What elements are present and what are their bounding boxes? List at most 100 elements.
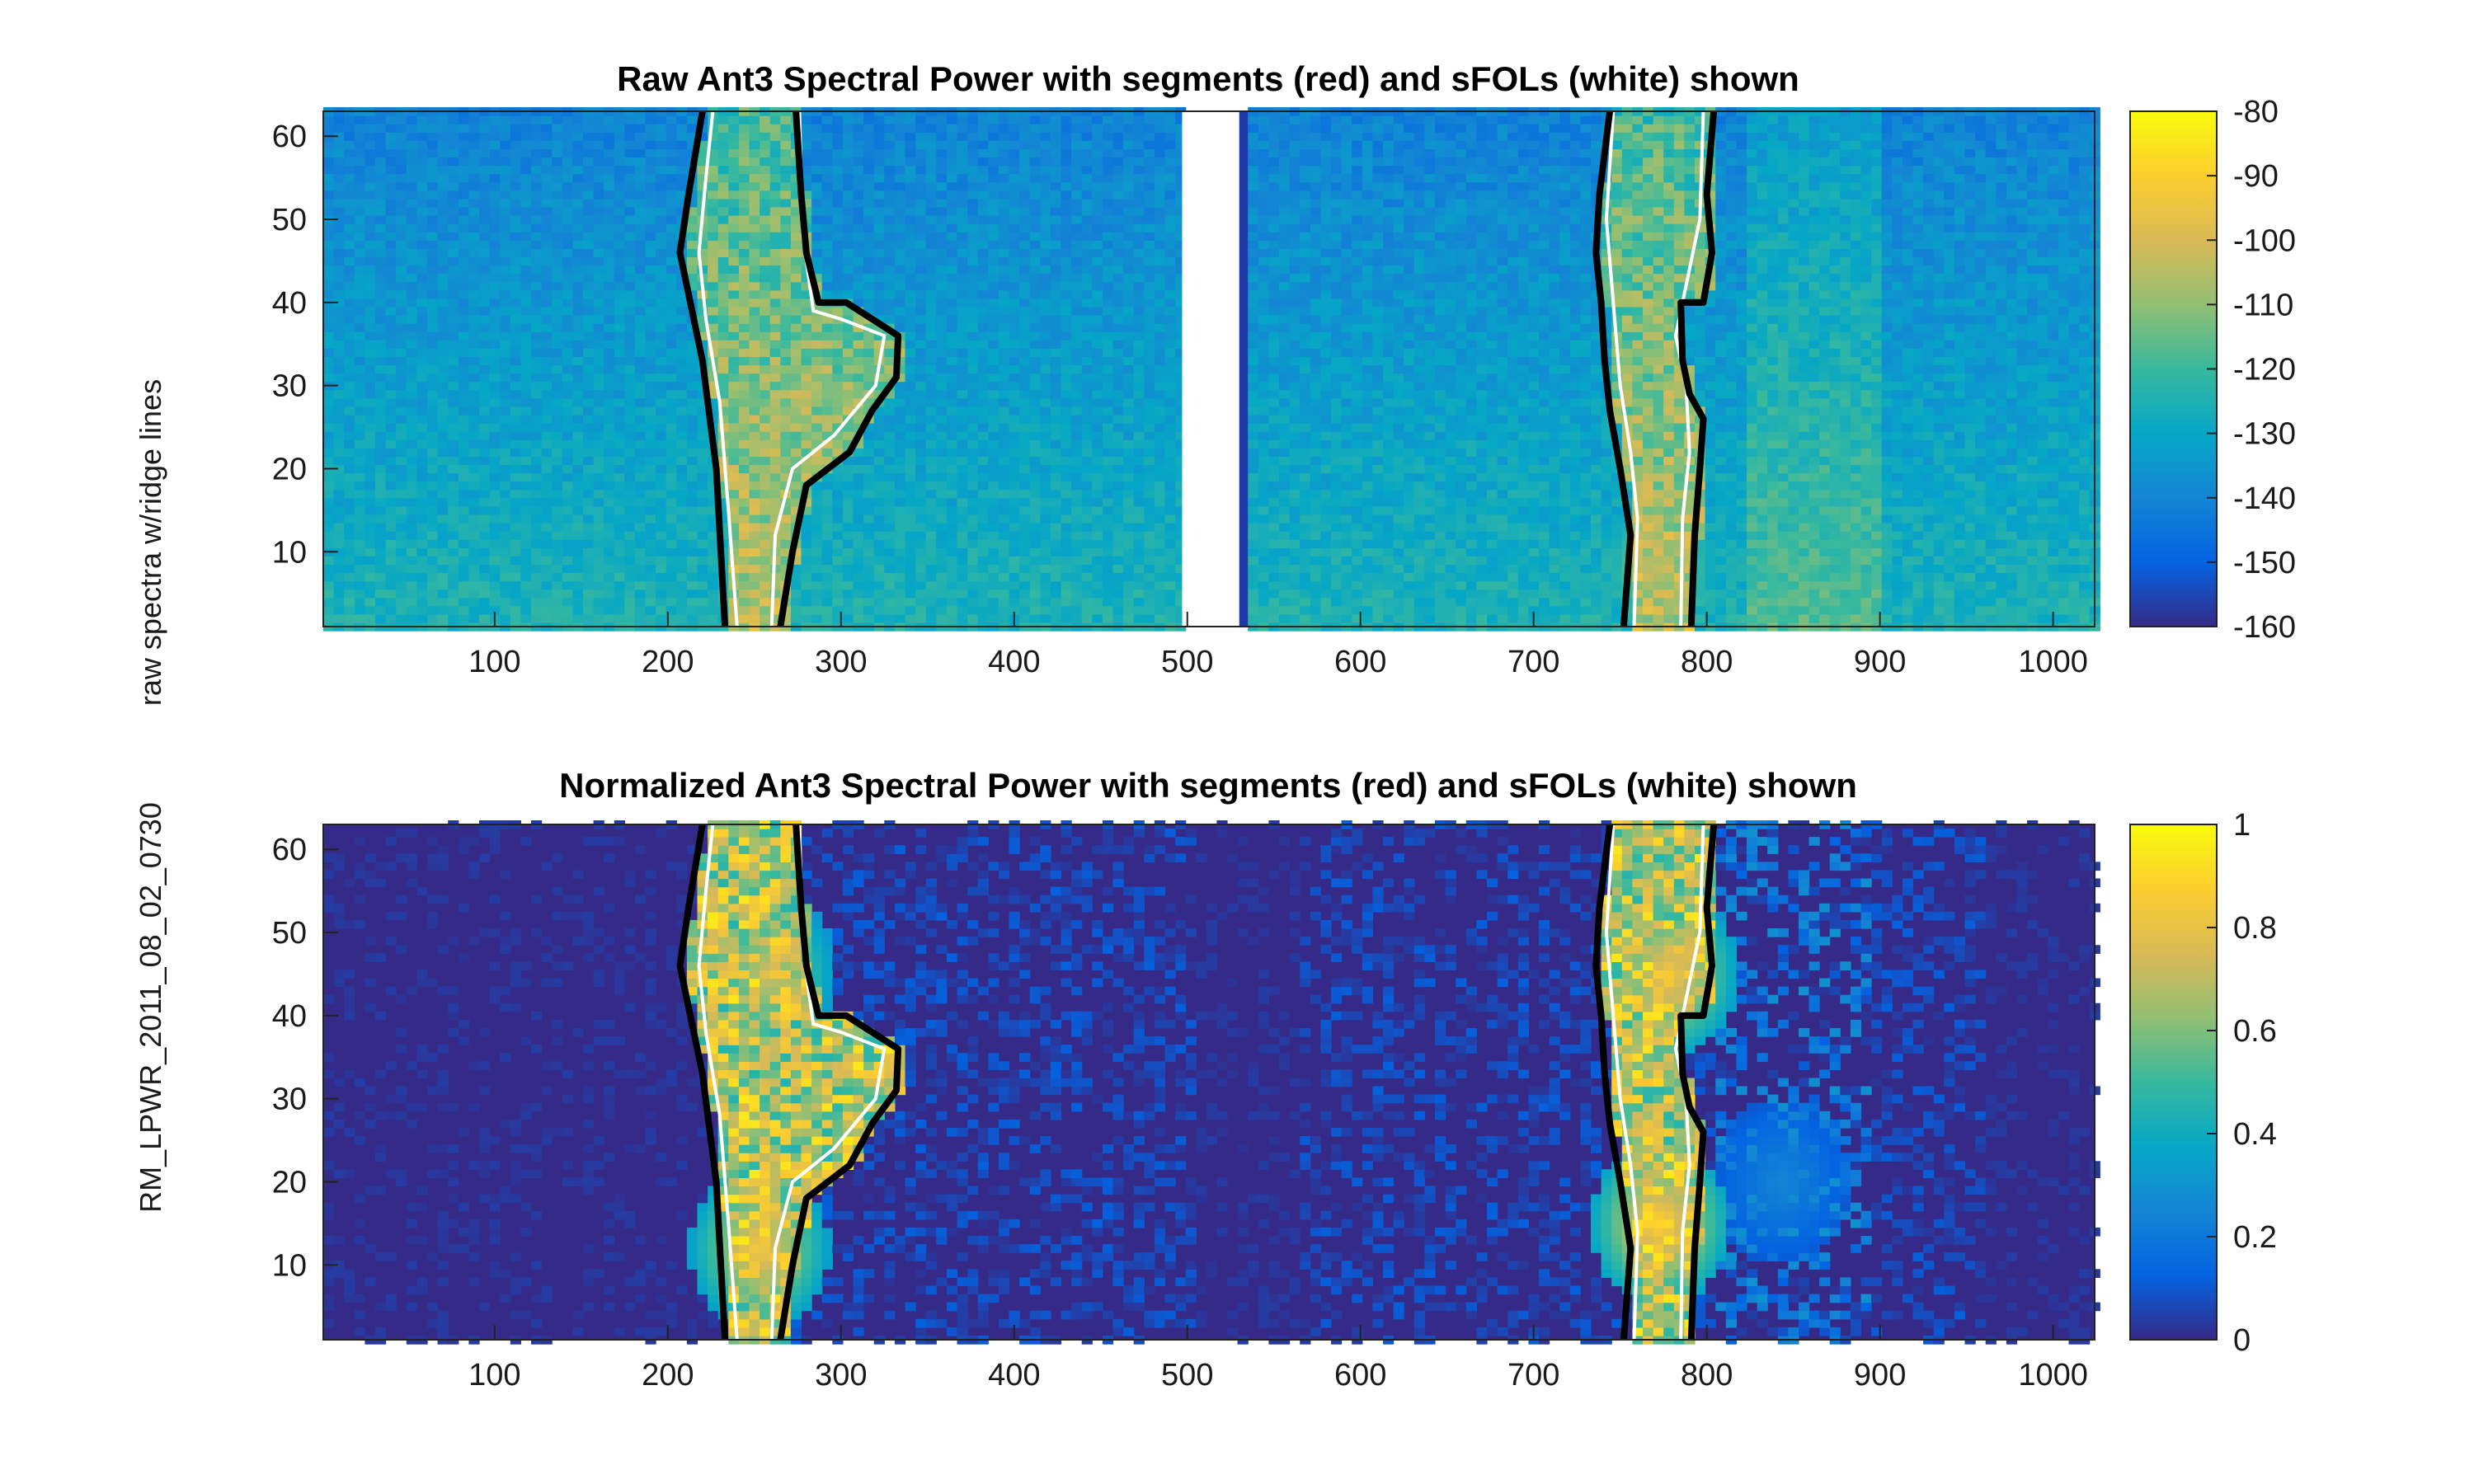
heatmap-cell xyxy=(1300,505,1311,515)
heatmap-cell xyxy=(1019,431,1031,440)
heatmap-cell xyxy=(915,472,927,482)
heatmap-cell xyxy=(708,539,719,548)
heatmap-cell xyxy=(604,431,615,440)
heatmap-cell xyxy=(738,448,750,457)
heatmap-cell xyxy=(1860,439,1872,448)
heatmap-cell xyxy=(416,589,428,599)
heatmap-cell xyxy=(406,397,417,407)
heatmap-cell xyxy=(1695,580,1706,590)
heatmap-cell xyxy=(1424,497,1436,507)
heatmap-cell xyxy=(1092,497,1103,507)
heatmap-cell xyxy=(1933,464,1945,474)
heatmap-cell xyxy=(1528,406,1540,416)
heatmap-cell xyxy=(1258,556,1269,565)
heatmap-cell xyxy=(2016,597,2028,607)
heatmap-cell xyxy=(1933,589,1945,599)
heatmap-cell xyxy=(416,505,428,515)
heatmap-cell xyxy=(427,423,439,432)
heatmap-cell xyxy=(1465,406,1477,416)
heatmap-cell xyxy=(1902,572,1914,582)
heatmap-cell xyxy=(1300,531,1311,540)
heatmap-cell xyxy=(1829,572,1841,582)
heatmap-cell xyxy=(1881,397,1893,407)
heatmap-cell xyxy=(645,539,656,548)
heatmap-cell xyxy=(2006,481,2018,491)
heatmap-cell xyxy=(406,406,417,416)
heatmap-cell xyxy=(1009,505,1020,515)
heatmap-cell xyxy=(333,613,345,623)
heatmap-cell xyxy=(1539,613,1550,623)
heatmap-cell xyxy=(1320,523,1332,532)
heatmap-cell xyxy=(1871,423,1883,432)
heatmap-cell xyxy=(1850,397,1862,407)
heatmap-cell xyxy=(1569,539,1581,548)
heatmap-cell xyxy=(1372,564,1384,574)
heatmap-cell xyxy=(1850,406,1862,416)
heatmap-cell xyxy=(333,373,345,383)
heatmap-cell xyxy=(1040,547,1051,556)
heatmap-cell xyxy=(1684,564,1696,574)
heatmap-cell xyxy=(801,397,812,407)
heatmap-cell xyxy=(936,523,948,532)
heatmap-cell xyxy=(572,580,584,590)
heatmap-cell xyxy=(1985,448,1997,457)
heatmap-cell xyxy=(821,414,833,424)
heatmap-cell xyxy=(1081,531,1093,540)
heatmap-cell xyxy=(1933,531,1945,540)
heatmap-cell xyxy=(2037,589,2048,599)
heatmap-cell xyxy=(1601,531,1612,540)
heatmap-cell xyxy=(1102,523,1114,532)
heatmap-cell xyxy=(2006,531,2018,540)
heatmap-cell xyxy=(1840,613,1851,623)
heatmap-cell xyxy=(333,605,345,615)
heatmap-cell xyxy=(1144,414,1155,424)
heatmap-cell xyxy=(1736,423,1747,432)
heatmap-cell xyxy=(1164,556,1176,565)
heatmap-cell xyxy=(1528,505,1540,515)
heatmap-cell xyxy=(344,572,355,582)
heatmap-cell xyxy=(1912,464,1924,474)
heatmap-cell xyxy=(437,431,449,440)
heatmap-cell xyxy=(780,456,792,465)
heatmap-cell xyxy=(1850,597,1862,607)
heatmap-cell xyxy=(1996,414,2007,424)
heatmap-cell xyxy=(1092,414,1103,424)
heatmap-cell xyxy=(1071,414,1083,424)
heatmap-cell xyxy=(1912,613,1924,623)
heatmap-cell xyxy=(1653,531,1664,540)
heatmap-cell xyxy=(1736,523,1747,532)
heatmap-cell xyxy=(1279,448,1291,457)
heatmap-cell xyxy=(717,423,729,432)
heatmap-cell xyxy=(354,389,365,399)
heatmap-cell xyxy=(1092,489,1103,499)
heatmap-cell xyxy=(1996,406,2007,416)
heatmap-cell xyxy=(375,589,387,599)
heatmap-cell xyxy=(1673,589,1685,599)
heatmap-cell xyxy=(604,489,615,499)
heatmap-cell xyxy=(396,397,407,407)
heatmap-cell xyxy=(998,464,1010,474)
heatmap-cell xyxy=(2048,572,2059,582)
heatmap-cell xyxy=(520,597,532,607)
heatmap-cell xyxy=(634,514,647,524)
heatmap-cell xyxy=(1372,439,1384,448)
heatmap-cell xyxy=(738,523,750,532)
heatmap-cell xyxy=(1040,556,1051,565)
heatmap-cell xyxy=(1684,572,1696,582)
heatmap-cell xyxy=(583,481,595,491)
heatmap-cell xyxy=(915,431,927,440)
heatmap-cell xyxy=(1653,514,1664,524)
heatmap-cell xyxy=(604,406,615,416)
heatmap-cell xyxy=(1268,439,1280,448)
heatmap-cell xyxy=(1705,547,1716,556)
heatmap-cell xyxy=(1497,381,1508,391)
heatmap-cell xyxy=(2048,589,2059,599)
heatmap-cell xyxy=(520,613,532,623)
heatmap-cell xyxy=(2058,564,2070,574)
heatmap-cell xyxy=(1487,397,1498,407)
heatmap-cell xyxy=(1736,514,1747,524)
heatmap-cell xyxy=(2006,464,2018,474)
heatmap-cell xyxy=(1964,523,1976,532)
heatmap-cell xyxy=(1601,564,1612,574)
heatmap-cell xyxy=(1933,547,1945,556)
